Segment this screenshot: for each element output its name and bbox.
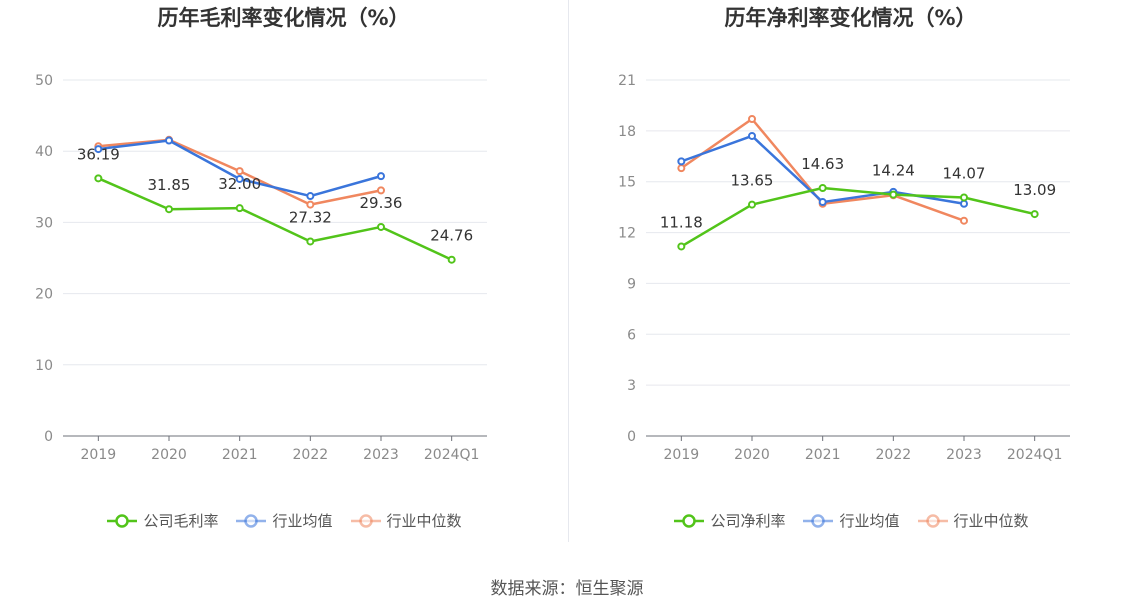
net-margin-series-point-0 — [818, 183, 827, 192]
gross-margin-x-tick-label: 2021 — [222, 447, 258, 463]
net-margin-legend-item[interactable]: 公司净利率 — [672, 510, 785, 531]
net-margin-series-point-1 — [677, 157, 686, 166]
gross-margin-data-label: 24.76 — [430, 227, 473, 245]
net-margin-data-label: 13.09 — [1013, 181, 1056, 199]
gross-margin-y-tick-label: 0 — [44, 429, 53, 445]
gross-margin-series-line-0 — [97, 177, 453, 261]
net-margin-y-tick-label: 21 — [618, 73, 636, 89]
net-margin-legend-label: 行业均值 — [839, 512, 900, 530]
gross-margin-x-tick-label: 2022 — [293, 447, 329, 463]
gross-margin-series-point-0 — [377, 222, 385, 231]
net-margin-legend: 公司净利率 行业均值 行业中位数 — [567, 510, 1134, 531]
net-margin-chart: 0 3 6 9 12 15 18 21 2019 2020 2021 2022 2023 2024Q1 11… — [618, 73, 1070, 463]
net-margin-data-label: 14.63 — [801, 155, 844, 173]
gross-margin-data-label: 27.32 — [289, 208, 332, 226]
gross-margin-series-point-0 — [165, 205, 173, 214]
gross-margin-x-tick-label: 2019 — [81, 447, 117, 463]
data-source-note: 数据来源：恒生聚源 — [490, 579, 644, 599]
net-margin-chart-title: 历年净利率变化情况（%） — [724, 6, 977, 30]
net-margin-series-point-0 — [677, 242, 686, 251]
gross-margin-chart-title: 历年毛利率变化情况（%） — [157, 6, 410, 30]
net-margin-x-tick-label: 2021 — [805, 447, 841, 463]
gross-margin-y-tick-label: 10 — [35, 358, 53, 374]
gross-margin-series-point-1 — [165, 136, 173, 145]
gross-margin-series-point-2 — [235, 167, 244, 176]
net-margin-series-point-2 — [677, 164, 686, 173]
gross-margin-data-label: 31.85 — [148, 176, 191, 194]
gross-margin-series-point-1 — [235, 174, 244, 183]
net-margin-y-tick-label: 15 — [618, 175, 636, 191]
legend-line-marker-icon — [107, 513, 138, 528]
net-margin-data-label: 14.24 — [872, 162, 915, 180]
net-margin-y-tick-label: 6 — [627, 327, 636, 343]
gross-margin-series-point-0 — [94, 174, 103, 183]
net-margin-x-tick-label: 2020 — [734, 447, 770, 463]
net-margin-y-tick-label: 3 — [627, 378, 636, 394]
net-margin-legend-item[interactable]: 行业中位数 — [916, 510, 1029, 531]
net-margin-legend-label: 行业中位数 — [953, 512, 1029, 530]
gross-margin-y-tick-label: 40 — [35, 144, 53, 160]
gross-margin-y-tick-label: 50 — [35, 73, 53, 89]
gross-margin-series-point-0 — [306, 237, 315, 246]
gross-margin-x-tick-label: 2024Q1 — [424, 447, 480, 463]
net-margin-series-point-1 — [818, 198, 827, 207]
gross-margin-legend-label: 行业中位数 — [386, 512, 462, 530]
net-margin-y-tick-label: 18 — [618, 124, 636, 140]
gross-margin-data-label: 32.00 — [218, 175, 261, 193]
gross-margin-series-point-0 — [235, 204, 244, 213]
legend-line-marker-icon — [803, 513, 834, 528]
gross-margin-y-tick-label: 30 — [35, 215, 53, 231]
net-margin-y-tick-label: 9 — [627, 276, 636, 292]
gross-margin-data-label: 36.19 — [77, 145, 120, 163]
net-margin-series-point-1 — [748, 131, 756, 140]
legend-line-marker-icon — [236, 513, 267, 528]
gross-margin-x-tick-label: 2020 — [151, 447, 187, 463]
net-margin-series-point-0 — [960, 193, 968, 202]
gross-margin-chart: 0 10 20 30 40 50 2019 2020 2021 2022 2023 2024Q1 36.… — [35, 73, 487, 463]
panel-divider — [568, 0, 569, 542]
net-margin-series-point-0 — [889, 190, 898, 199]
net-margin-x-tick-label: 2023 — [946, 447, 982, 463]
gross-margin-chart-panel: 历年毛利率变化情况（%） 0 10 20 30 40 50 2019 2020 2021 2022… — [0, 0, 567, 560]
gross-margin-data-label: 29.36 — [360, 194, 403, 212]
net-margin-y-tick-label: 12 — [618, 226, 636, 242]
gross-margin-series-point-2 — [306, 200, 315, 209]
net-margin-legend-label: 公司净利率 — [710, 512, 786, 530]
net-margin-series-point-2 — [748, 114, 756, 123]
net-margin-legend-item[interactable]: 行业均值 — [801, 510, 900, 531]
gross-margin-series-point-0 — [447, 255, 456, 264]
net-margin-series-line-0 — [680, 186, 1035, 248]
net-margin-x-tick-label: 2019 — [664, 447, 700, 463]
gross-margin-legend-item[interactable]: 行业均值 — [234, 510, 333, 531]
net-margin-x-tick-label: 2022 — [876, 447, 912, 463]
net-margin-series-point-0 — [1030, 210, 1039, 219]
gross-margin-legend-label: 行业均值 — [272, 512, 333, 530]
legend-line-marker-icon — [350, 513, 381, 528]
net-margin-y-tick-label: 0 — [627, 429, 636, 445]
net-margin-series-point-1 — [960, 199, 968, 208]
net-margin-series-point-0 — [748, 200, 756, 209]
gross-margin-series-point-1 — [377, 172, 385, 181]
gross-margin-legend: 公司毛利率 行业均值 行业中位数 — [0, 510, 567, 531]
net-margin-series-point-2 — [960, 216, 968, 225]
legend-line-marker-icon — [674, 513, 705, 528]
gross-margin-series-point-2 — [377, 186, 385, 195]
gross-margin-y-tick-label: 20 — [35, 287, 53, 303]
gross-margin-legend-item[interactable]: 行业中位数 — [349, 510, 462, 531]
net-margin-data-label: 14.07 — [943, 164, 986, 182]
gross-margin-series-point-1 — [94, 145, 103, 154]
legend-line-marker-icon — [917, 513, 948, 528]
gross-margin-legend-label: 公司毛利率 — [143, 512, 219, 530]
gross-margin-x-tick-label: 2023 — [363, 447, 399, 463]
gross-margin-series-point-1 — [306, 192, 315, 201]
net-margin-data-label: 13.65 — [731, 172, 774, 190]
gross-margin-legend-item[interactable]: 公司毛利率 — [105, 510, 218, 531]
net-margin-chart-panel: 历年净利率变化情况（%） 0 3 6 9 12 15 18 21 2019 2020 2021 202… — [567, 0, 1134, 560]
net-margin-data-label: 11.18 — [660, 213, 703, 231]
net-margin-x-tick-label: 2024Q1 — [1007, 447, 1063, 463]
